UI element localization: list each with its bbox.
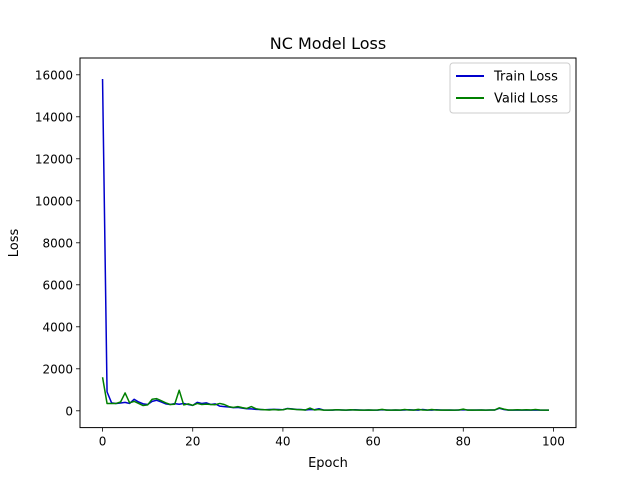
y-tick-label: 2000 — [42, 362, 73, 376]
x-tick-label: 60 — [365, 435, 380, 449]
y-tick-label: 8000 — [42, 236, 73, 250]
x-tick-label: 100 — [542, 435, 565, 449]
x-tick-label: 40 — [275, 435, 290, 449]
plot-lines — [101, 78, 549, 411]
x-tick-label: 80 — [456, 435, 471, 449]
y-axis-label: Loss — [7, 229, 22, 258]
x-tick-label: 20 — [185, 435, 200, 449]
y-axis: 0 2000 4000 6000 8000 10000 12000 14000 16000 — [35, 68, 80, 418]
y-tick-label: 0 — [65, 404, 73, 418]
x-axis: 0 20 40 60 80 100 — [99, 427, 565, 449]
chart-title: NC Model Loss — [270, 34, 386, 53]
y-tick-label: 14000 — [35, 110, 73, 124]
y-tick-label: 16000 — [35, 68, 73, 82]
y-tick-label: 4000 — [42, 320, 73, 334]
x-axis-label: Epoch — [308, 456, 348, 471]
legend-label-train-loss: Train Loss — [493, 70, 558, 85]
legend-label-valid-loss: Valid Loss — [494, 92, 558, 107]
y-tick-label: 10000 — [35, 194, 73, 208]
legend: Train Loss Valid Loss — [449, 62, 571, 114]
y-tick-label: 12000 — [35, 152, 73, 166]
series-line-valid-loss — [101, 377, 549, 411]
y-tick-label: 6000 — [42, 278, 73, 292]
x-tick-label: 0 — [99, 435, 107, 449]
